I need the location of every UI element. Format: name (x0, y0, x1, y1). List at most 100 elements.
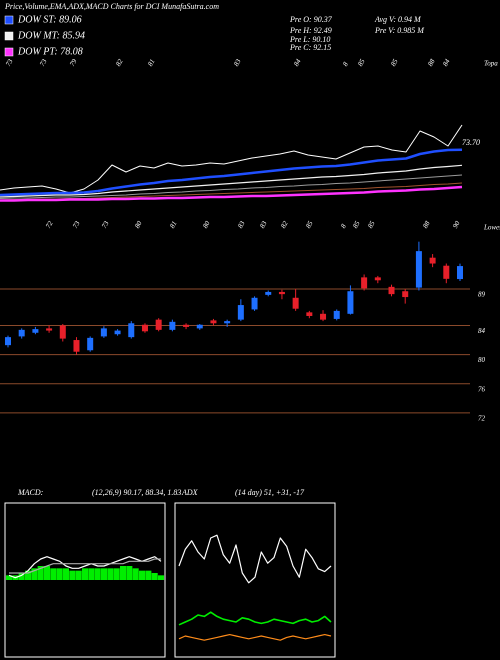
candle-body (128, 323, 135, 338)
candle-body (18, 329, 25, 337)
axis-label: Topa (484, 60, 498, 68)
histogram-bar (43, 566, 51, 580)
candle-body (114, 330, 121, 335)
legend-label: DOW ST: 89.06 (17, 14, 82, 25)
candle-body (443, 265, 450, 279)
candle-body (388, 286, 395, 295)
adx-frame (174, 502, 336, 658)
candle-body (265, 291, 272, 295)
histogram-bar (107, 568, 114, 580)
histogram-bar (69, 570, 76, 580)
candle-body (59, 325, 66, 339)
date-label: 81 (146, 58, 156, 68)
candle-body (415, 251, 422, 288)
histogram-bar (37, 566, 44, 580)
candle-body (333, 310, 340, 319)
candle-body (402, 291, 409, 298)
date-label: 8 (341, 60, 350, 67)
histogram-bar (56, 568, 63, 580)
histogram-bar (100, 568, 108, 580)
date-label: 85 (304, 219, 315, 229)
y-tick-label: 84 (478, 327, 486, 335)
candle-body (320, 313, 327, 320)
legend-label: DOW MT: 85.94 (17, 30, 85, 41)
legend-swatch (4, 31, 14, 41)
histogram-bar (151, 573, 158, 580)
candle-body (196, 324, 203, 329)
histogram-bar (113, 568, 120, 580)
date-label: 85 (366, 219, 377, 229)
date-label: 82 (279, 219, 290, 229)
info-text: Pre V: 0.985 M (374, 26, 425, 35)
candle-body (347, 291, 354, 314)
histogram-bar (5, 575, 13, 580)
date-label: 85 (356, 57, 367, 67)
macd-title: MACD: (17, 488, 44, 497)
histogram-bar (50, 568, 57, 580)
info-text: Pre L: 90.10 (289, 35, 330, 44)
histogram-bar (75, 570, 82, 580)
date-label: 79 (68, 57, 79, 67)
candle-body (141, 324, 148, 332)
candle-body (32, 329, 39, 333)
histogram-bar (132, 568, 139, 580)
histogram-bar (138, 570, 146, 580)
line-series (0, 185, 463, 202)
line-series (8, 556, 162, 579)
date-label: 73 (100, 219, 111, 229)
info-text: Avg V: 0.94 M (374, 15, 422, 24)
candle-body (457, 266, 463, 280)
candle-body (183, 324, 190, 327)
date-label: 90 (451, 219, 462, 229)
chart-title: Price,Volume,EMA,ADX,MACD Charts for DCI… (4, 2, 219, 11)
candle-body (251, 297, 258, 310)
date-label: 81 (168, 220, 178, 230)
date-label: 73 (4, 57, 15, 67)
candle-body (429, 257, 436, 264)
candle-body (374, 277, 381, 281)
info-text: Pre C: 92.15 (289, 43, 331, 52)
legend-label: DOW PT: 78.08 (17, 46, 83, 57)
histogram-bar (31, 568, 38, 580)
date-label: 88 (426, 57, 437, 67)
date-label: 85 (389, 57, 400, 67)
date-label: 80 (133, 219, 144, 229)
line-series (0, 148, 463, 197)
candle-body (292, 297, 299, 309)
date-label: 85 (351, 219, 362, 229)
date-label: 83 (236, 219, 247, 229)
candle-body (237, 305, 244, 320)
info-text: Pre O: 90.37 (289, 15, 333, 24)
line-series (178, 611, 332, 626)
candle-body (87, 337, 94, 351)
date-label: 88 (421, 219, 432, 229)
line-series (0, 164, 463, 198)
histogram-bar (24, 570, 32, 580)
line-series (0, 124, 463, 194)
line-series (9, 558, 161, 574)
y-tick-label: 80 (478, 356, 486, 364)
candle-body (361, 277, 368, 289)
line-series (178, 534, 332, 584)
histogram-bar (81, 568, 89, 580)
candle-body (155, 319, 162, 330)
adx-title: ADX (181, 488, 199, 497)
date-label: 8 (339, 222, 348, 229)
date-label: 73 (38, 57, 49, 67)
price-annotation: 73.70 (462, 138, 480, 147)
candle-body (306, 312, 313, 316)
line-series (0, 174, 463, 199)
candle-body (100, 328, 107, 337)
candle-body (5, 337, 11, 346)
histogram-bar (88, 568, 95, 580)
date-label: 84 (292, 57, 303, 67)
adx-subtitle: (14 day) 51, +31, -17 (235, 488, 305, 497)
macd-subtitle: (12,26,9) 90.17, 88.34, 1.83 (92, 488, 181, 497)
date-label: 80 (201, 219, 212, 229)
histogram-bar (62, 568, 70, 580)
date-label: 83 (258, 219, 269, 229)
histogram-bar (145, 570, 152, 580)
date-label: 82 (114, 57, 125, 67)
